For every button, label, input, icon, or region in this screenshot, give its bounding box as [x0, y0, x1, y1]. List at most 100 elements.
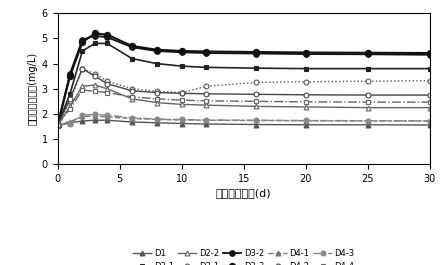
D3-3 — [105, 33, 110, 36]
D4-4 — [204, 99, 209, 103]
D4-1 — [80, 115, 85, 118]
D2-2 — [154, 101, 159, 104]
D3-2 — [365, 53, 370, 56]
D3-2 — [92, 34, 97, 38]
D4-2 — [80, 67, 85, 70]
D3-3 — [365, 51, 370, 54]
X-axis label: 释放试验天数(d): 释放试验天数(d) — [216, 188, 272, 198]
D4-4 — [80, 89, 85, 92]
D2-1 — [129, 57, 135, 60]
D4-2 — [154, 91, 159, 94]
D4-4 — [253, 100, 259, 103]
D3-1 — [427, 79, 432, 82]
D2-2 — [129, 97, 135, 100]
D3-2 — [427, 53, 432, 56]
D2-2 — [204, 104, 209, 107]
Line: D2-2: D2-2 — [55, 83, 432, 128]
Legend: D1, D2-1, D2-2, D3-1, D3-2, D3-3, D4-1, D4-2, D4-3, D4-4: D1, D2-1, D2-2, D3-1, D3-2, D3-3, D4-1, … — [131, 247, 356, 265]
D4-1 — [365, 120, 370, 123]
D3-1 — [67, 100, 73, 103]
D3-1 — [365, 80, 370, 83]
Y-axis label: 上覆水总氮浓度(mg/L): 上覆水总氮浓度(mg/L) — [27, 52, 38, 125]
D1 — [55, 124, 60, 127]
D2-2 — [179, 103, 184, 106]
Line: D3-3: D3-3 — [54, 30, 433, 129]
Line: D3-2: D3-2 — [55, 33, 432, 128]
D4-1 — [427, 120, 432, 123]
D3-3 — [303, 51, 308, 54]
D4-3 — [80, 114, 85, 117]
D2-1 — [67, 92, 73, 95]
D4-1 — [179, 118, 184, 122]
D4-1 — [303, 119, 308, 122]
D2-1 — [427, 67, 432, 70]
D2-1 — [253, 67, 259, 70]
D3-1 — [55, 124, 60, 127]
D2-1 — [105, 42, 110, 45]
D4-3 — [105, 114, 110, 117]
D4-2 — [303, 93, 308, 96]
D3-2 — [154, 49, 159, 52]
Line: D4-2: D4-2 — [55, 66, 432, 128]
D4-2 — [253, 93, 259, 96]
D4-3 — [204, 118, 209, 122]
D1 — [204, 122, 209, 126]
D4-3 — [154, 117, 159, 121]
D3-1 — [92, 72, 97, 75]
D4-1 — [92, 114, 97, 118]
Line: D2-1: D2-1 — [55, 41, 432, 128]
D3-3 — [204, 50, 209, 53]
D4-1 — [154, 118, 159, 121]
D1 — [92, 119, 97, 122]
D1 — [427, 123, 432, 127]
D3-2 — [253, 52, 259, 55]
D3-2 — [179, 51, 184, 54]
D3-3 — [129, 44, 135, 48]
D3-3 — [92, 32, 97, 35]
D4-3 — [253, 119, 259, 122]
D1 — [179, 122, 184, 125]
D2-2 — [67, 105, 73, 108]
D3-3 — [55, 124, 60, 127]
D3-2 — [80, 38, 85, 41]
D3-1 — [253, 81, 259, 84]
D3-1 — [154, 90, 159, 93]
D4-4 — [365, 100, 370, 104]
D4-1 — [129, 117, 135, 120]
D1 — [80, 120, 85, 123]
D2-2 — [303, 105, 308, 108]
D4-4 — [427, 100, 432, 104]
D4-3 — [303, 119, 308, 122]
D3-2 — [129, 46, 135, 49]
D2-2 — [55, 124, 60, 127]
D2-1 — [154, 62, 159, 65]
D1 — [253, 123, 259, 126]
D4-2 — [67, 97, 73, 100]
Line: D1: D1 — [55, 118, 432, 128]
D1 — [303, 123, 308, 126]
D3-2 — [303, 52, 308, 56]
D4-1 — [55, 124, 60, 127]
D2-2 — [365, 106, 370, 109]
D4-2 — [129, 89, 135, 92]
D3-1 — [105, 80, 110, 83]
D3-3 — [67, 75, 73, 78]
D3-1 — [129, 87, 135, 90]
D1 — [365, 123, 370, 126]
Line: D4-3: D4-3 — [55, 112, 432, 128]
D2-2 — [105, 87, 110, 90]
D4-2 — [204, 92, 209, 95]
D3-2 — [67, 72, 73, 75]
D4-2 — [427, 94, 432, 97]
Line: D3-1: D3-1 — [55, 66, 432, 128]
D4-4 — [105, 91, 110, 94]
D2-1 — [179, 65, 184, 68]
D4-4 — [129, 95, 135, 98]
D2-1 — [80, 49, 85, 52]
D3-1 — [204, 85, 209, 88]
D3-2 — [55, 124, 60, 127]
D2-1 — [365, 67, 370, 70]
D4-4 — [154, 97, 159, 100]
D4-1 — [204, 119, 209, 122]
D4-4 — [55, 124, 60, 127]
